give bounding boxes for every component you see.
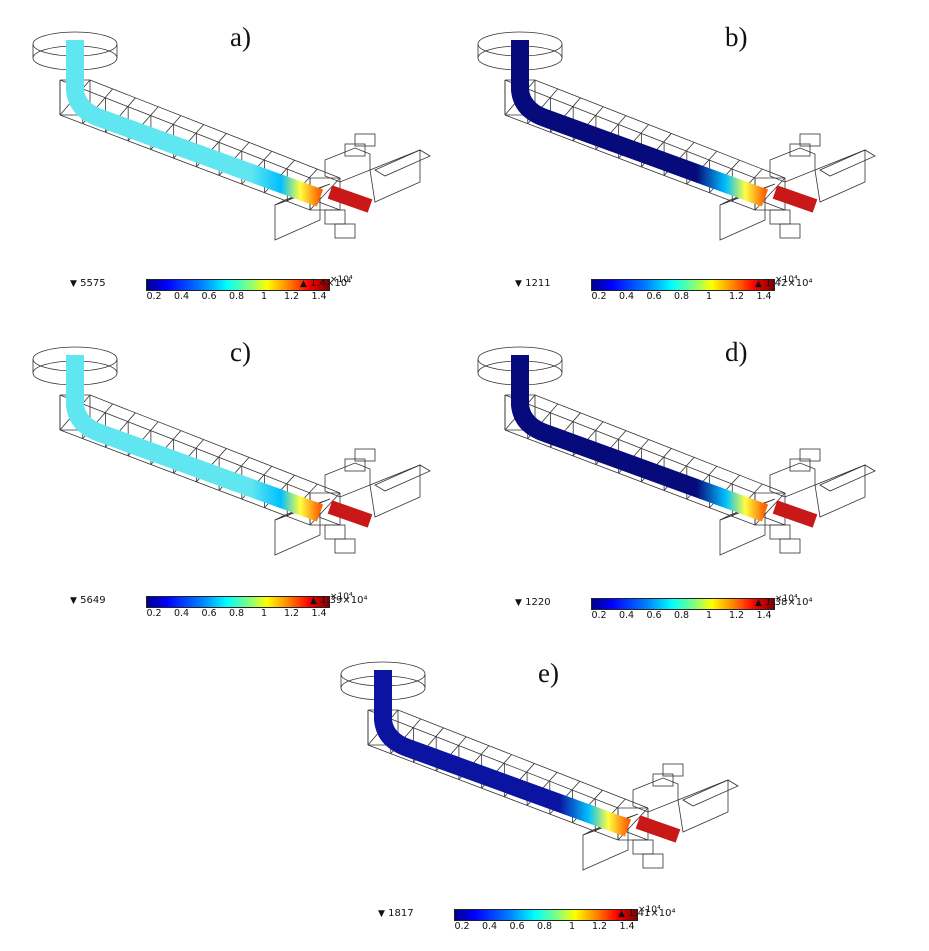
nozzle-geometry [32,346,431,556]
panel-label: c) [230,337,251,367]
colorbar-tick: 0.4 [618,291,635,302]
colorbar-gradient [146,596,330,608]
colorbar-ticks: 0.2 0.4 0.6 0.8 1 1.2 1.4 [454,921,636,933]
colorbar-max: ▲ 1.4×10⁴ [300,278,352,289]
panel-b: b) ▼ 1211 ×10⁴ 0.2 0.4 0.6 0.8 1 1.2 1.4 ▲ 1.4… [470,20,910,320]
nozzle-geometry [32,31,431,241]
panel-d: d) ▼ 1220 ×10⁴ 0.2 0.4 0.6 0.8 1 1.2 1.4 ▲ 1.3… [470,335,910,635]
colorbar-tick: 1 [705,291,713,302]
colorbar-max: ▲ 1.41×10⁴ [618,908,676,919]
colorbar-gradient [146,279,330,291]
colorbar-gradient [591,279,775,291]
colorbar-tick: 0.2 [146,291,162,302]
colorbar-tick: 0.6 [646,610,662,621]
colorbar-tick: 0.8 [673,610,690,621]
colorbar-tick: 0.8 [228,608,245,619]
colorbar-min: ▼ 1211 [515,278,551,289]
colorbar-multiplier: ×10⁴ [775,594,798,604]
colorbar-tick: 1.4 [311,608,327,619]
colorbar-tick: 1 [705,610,713,621]
nozzle-geometry [477,31,876,241]
colorbar-min: ▼ 1817 [378,908,414,919]
colorbar-ticks: 0.2 0.4 0.6 0.8 1 1.2 1.4 [591,291,773,303]
colorbar-tick: 1.2 [591,921,608,932]
colorbar-tick: 1.2 [728,291,745,302]
colorbar-tick: 1 [260,291,268,302]
panel-a: a) ▼ 5575 ×10⁴ 0.2 0.4 0.6 0.8 1 1.2 1.4 ▲ 1.4… [25,20,465,320]
colorbar-tick: 0.6 [201,291,217,302]
colorbar-tick: 0.2 [591,291,607,302]
colorbar-multiplier: ×10⁴ [638,905,661,915]
nozzle-geometry [477,346,876,556]
colorbar-tick: 1.4 [311,291,327,302]
colorbar-multiplier: ×10⁴ [330,275,353,285]
colorbar-tick: 1.4 [756,291,772,302]
colorbar-tick: 0.6 [509,921,525,932]
colorbar-tick: 0.2 [454,921,470,932]
colorbar-ticks: 0.2 0.4 0.6 0.8 1 1.2 1.4 [146,291,328,303]
colorbar-tick: 0.4 [173,291,190,302]
colorbar-tick: 1.2 [283,608,300,619]
colorbar-tick: 0.2 [591,610,607,621]
colorbar-tick: 1 [260,608,268,619]
colorbar-tick: 0.2 [146,608,162,619]
colorbar-tick: 0.4 [481,921,498,932]
colorbar-tick: 0.8 [536,921,553,932]
colorbar-multiplier: ×10⁴ [330,592,353,602]
colorbar-min: ▼ 5575 [70,278,106,289]
colorbar-min: ▼ 5649 [70,595,106,606]
colorbar-tick: 1.2 [283,291,300,302]
colorbar-tick: 1.4 [619,921,635,932]
colorbar-tick: 0.8 [673,291,690,302]
colorbar-max: ▲ 1.42×10⁴ [755,278,813,289]
panel-label: e) [538,658,559,688]
colorbar-min: ▼ 1220 [515,597,551,608]
panel-e: e) ▼ 1817 ×10⁴ 0.2 0.4 0.6 0.8 1 1.2 1.4 ▲ 1.4… [333,650,773,950]
colorbar-tick: 1.2 [728,610,745,621]
colorbar-tick: 1.4 [756,610,772,621]
nozzle-geometry [340,661,739,871]
colorbar-tick: 0.6 [646,291,662,302]
colorbar-ticks: 0.2 0.4 0.6 0.8 1 1.2 1.4 [146,608,328,620]
colorbar-tick: 0.4 [618,610,635,621]
panel-c: c) ▼ 5649 ×10⁴ 0.2 0.4 0.6 0.8 1 1.2 1.4 ▲ 1.3… [25,335,465,635]
panel-label: a) [230,22,251,52]
colorbar-tick: 0.6 [201,608,217,619]
colorbar-tick: 0.8 [228,291,245,302]
colorbar-tick: 1 [568,921,576,932]
colorbar-max: ▲ 1.39×10⁴ [310,595,368,606]
panel-label: d) [725,337,748,367]
colorbar-multiplier: ×10⁴ [775,275,798,285]
colorbar-tick: 0.4 [173,608,190,619]
colorbar-max: ▲ 1.38×10⁴ [755,597,813,608]
colorbar-ticks: 0.2 0.4 0.6 0.8 1 1.2 1.4 [591,610,773,622]
colorbar-gradient [591,598,775,610]
colorbar-gradient [454,909,638,921]
panel-label: b) [725,22,748,52]
